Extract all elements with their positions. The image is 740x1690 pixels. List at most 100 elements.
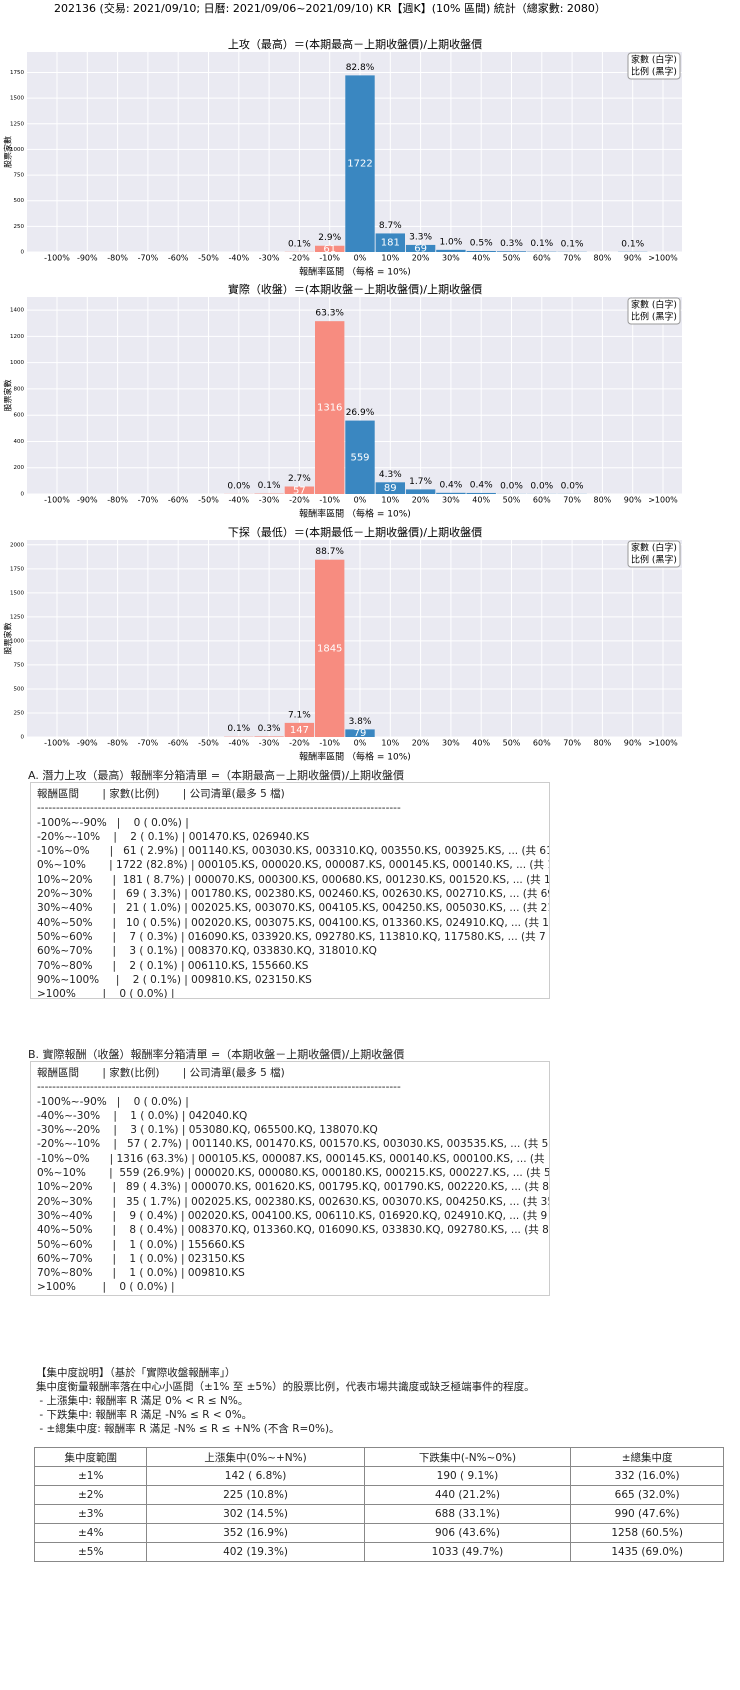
y-tick-label: 1250 <box>10 614 24 620</box>
x-axis-label: 報酬率區間 （每格 = 10%) <box>299 751 411 763</box>
x-tick-label: -10% <box>319 739 340 748</box>
x-tick-label: -30% <box>259 739 280 748</box>
table-cell: 225 (10.8%) <box>146 1485 365 1505</box>
list-line: -10%~0% | 1316 (63.3%) | 000105.KS, 0000… <box>37 1152 550 1165</box>
list-line: 40%~50% | 10 ( 0.5%) | 002020.KS, 003075… <box>37 916 550 929</box>
x-tick-label: 80% <box>594 739 612 748</box>
concentration-line: - 下跌集中: 報酬率 R 滿足 -N% ≤ R < 0%。 <box>36 1409 253 1421</box>
table-cell: 302 (14.5%) <box>146 1504 365 1524</box>
x-tick-label: -100% <box>44 254 70 263</box>
table-cell: ±4% <box>33 1523 148 1543</box>
x-tick-label: -70% <box>138 739 159 748</box>
x-tick-label: 40% <box>472 739 490 748</box>
x-tick-label: -60% <box>168 254 189 263</box>
pct-label: 0.4% <box>439 480 462 490</box>
x-tick-label: -60% <box>168 739 189 748</box>
table-cell: 906 (43.6%) <box>363 1523 572 1543</box>
count-label: 181 <box>381 238 400 249</box>
x-tick-label: 90% <box>624 739 642 748</box>
pct-label: 63.3% <box>315 309 344 319</box>
bar <box>436 492 466 494</box>
list-line: 報酬區間 | 家數(比例) | 公司清單(最多 5 檔) <box>37 1067 285 1079</box>
table-row: ±2% 225 (10.8%) 440 (21.2%) 665 (32.0%) <box>33 1485 724 1505</box>
x-tick-label: -100% <box>44 739 70 748</box>
table-header-cell: 下跌集中(-N%~0%) <box>363 1447 572 1467</box>
y-tick-label: 1000 <box>10 360 24 366</box>
y-tick-label: 750 <box>14 173 25 179</box>
count-label: 61 <box>323 244 336 255</box>
x-tick-label: -10% <box>319 254 340 263</box>
section-a-box: 報酬區間 | 家數(比例) | 公司清單(最多 5 檔) ------------… <box>30 782 550 999</box>
list-line: 0%~10% | 559 (26.9%) | 000020.KS, 000080… <box>37 1167 550 1180</box>
pct-label: 0.1% <box>227 724 250 734</box>
x-tick-label: 50% <box>503 254 521 263</box>
list-line: -100%~-90% | 0 ( 0.0%) | <box>37 816 189 829</box>
x-tick-label: -90% <box>77 496 98 505</box>
list-line: ----------------------------------------… <box>37 1081 401 1094</box>
bar <box>315 245 345 252</box>
pct-label: 0.4% <box>470 480 493 490</box>
legend-text: 家數 (白字) <box>631 542 677 554</box>
x-tick-label: -40% <box>228 739 249 748</box>
pct-label: 0.1% <box>621 239 644 249</box>
x-tick-label: 90% <box>624 254 642 263</box>
table-cell: 1258 (60.5%) <box>570 1523 724 1543</box>
x-axis-label: 報酬率區間 （每格 = 10%) <box>299 266 411 278</box>
x-tick-label: -90% <box>77 254 98 263</box>
x-tick-label: 80% <box>594 496 612 505</box>
y-axis-label: 股票家數 <box>3 623 13 655</box>
pct-label: 0.0% <box>561 481 584 491</box>
bar <box>284 722 315 737</box>
x-tick-label: 30% <box>442 496 460 505</box>
x-tick-label: -80% <box>107 496 128 505</box>
x-tick-label: -70% <box>138 496 159 505</box>
list-line: 90%~100% | 2 ( 0.1%) | 009810.KS, 023150… <box>37 973 312 986</box>
concentration-line: 集中度衡量報酬率落在中心小區間（±1% 至 ±5%）的股票比例，代表市場共識度或… <box>36 1381 535 1393</box>
list-line: 10%~20% | 89 ( 4.3%) | 000070.KS, 001620… <box>37 1181 550 1194</box>
table-row: ±4% 352 (16.9%) 906 (43.6%) 1258 (60.5%) <box>33 1523 724 1543</box>
x-tick-label: >100% <box>648 254 678 263</box>
bar <box>345 729 375 737</box>
list-line: 30%~40% | 9 ( 0.4%) | 002020.KS, 004100.… <box>37 1209 550 1222</box>
x-tick-label: -60% <box>168 496 189 505</box>
list-line: 30%~40% | 21 ( 1.0%) | 002025.KS, 003070… <box>37 902 550 915</box>
count-label: 79 <box>354 728 367 739</box>
list-line: -100%~-90% | 0 ( 0.0%) | <box>37 1095 189 1108</box>
x-tick-label: -20% <box>289 254 310 263</box>
pct-label: 0.3% <box>500 239 523 249</box>
bar <box>436 249 466 252</box>
table-header-cell: 上漲集中(0%~+N%) <box>146 1447 365 1467</box>
table-cell: 352 (16.9%) <box>146 1523 365 1543</box>
y-tick-label: 1200 <box>10 334 24 340</box>
x-tick-label: 0% <box>354 739 367 748</box>
plot-area <box>27 540 682 737</box>
table-header-cell: 集中度範圍 <box>33 1447 148 1467</box>
y-tick-label: 800 <box>14 386 25 392</box>
table-cell: 688 (33.1%) <box>363 1504 572 1524</box>
count-label: 1722 <box>347 159 372 170</box>
pct-label: 26.9% <box>346 408 375 418</box>
concentration-line: - 上漲集中: 報酬率 R 滿足 0% < R ≤ N%。 <box>36 1395 249 1407</box>
y-tick-label: 1250 <box>10 121 24 127</box>
pct-label: 88.7% <box>315 547 344 557</box>
x-tick-label: 0% <box>354 496 367 505</box>
bar <box>375 482 405 494</box>
pct-label: 0.0% <box>500 481 523 491</box>
y-tick-label: 2000 <box>10 542 24 548</box>
table-cell: 1435 (69.0%) <box>570 1542 724 1562</box>
pct-label: 7.1% <box>288 710 311 720</box>
bar <box>284 486 315 494</box>
pct-label: 0.1% <box>258 481 281 491</box>
x-axis-label: 報酬率區間 （每格 = 10%) <box>299 508 411 520</box>
x-tick-label: 30% <box>442 739 460 748</box>
pct-label: 8.7% <box>379 221 402 231</box>
table-cell: 332 (16.0%) <box>570 1466 724 1486</box>
list-line: 20%~30% | 69 ( 3.3%) | 001780.KS, 002380… <box>37 888 550 901</box>
chart-title: 上攻（最高）＝(本期最高－上期收盤價)/上期收盤價 <box>228 37 482 51</box>
chart-title: 實際（收盤）＝(本期收盤－上期收盤價)/上期收盤價 <box>228 282 482 296</box>
concentration-line: - ±總集中度: 報酬率 R 滿足 -N% ≤ R ≤ +N% (不含 R=0%… <box>36 1423 340 1435</box>
x-tick-label: 70% <box>563 254 581 263</box>
pct-label: 0.1% <box>288 239 311 249</box>
list-line: >100% | 0 ( 0.0%) | <box>37 1281 175 1294</box>
legend-text: 家數 (白字) <box>631 299 677 311</box>
